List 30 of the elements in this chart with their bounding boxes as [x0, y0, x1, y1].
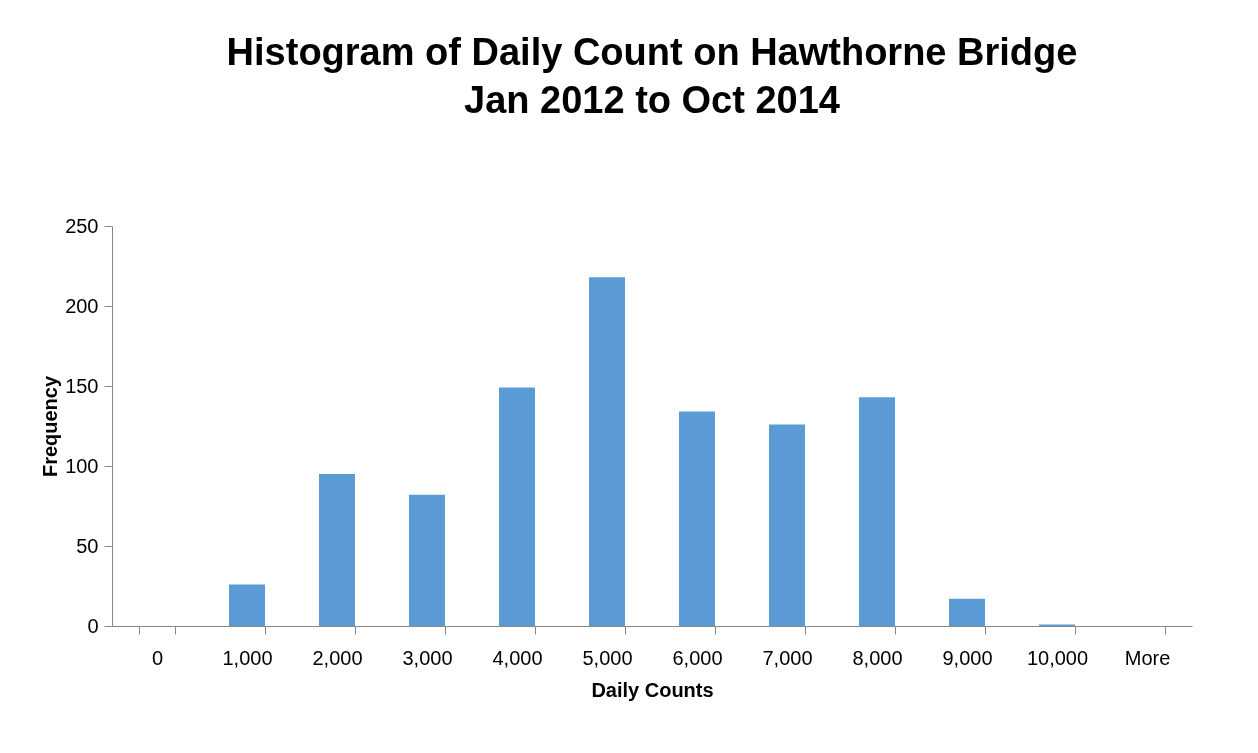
bar: [949, 598, 985, 626]
x-tick-label: 3,000: [402, 646, 453, 669]
x-tick-label: 6,000: [672, 646, 723, 669]
y-tick-label: 150: [65, 374, 99, 397]
bar: [589, 277, 625, 626]
x-tick-label: 8,000: [852, 646, 903, 669]
bar: [409, 494, 445, 626]
bar: [679, 411, 715, 626]
chart-title: Histogram of Daily Count on Hawthorne Bridge Jan 2012 to Oct 2014: [226, 31, 1078, 121]
x-tick-label: 9,000: [942, 646, 993, 669]
y-tick-label: 50: [76, 534, 99, 557]
x-tick-label: 1,000: [222, 646, 273, 669]
bar: [499, 387, 535, 626]
x-tick-label: 10,000: [1026, 646, 1089, 669]
bar: [229, 584, 265, 626]
bar: [319, 474, 355, 626]
bar: [769, 424, 805, 626]
y-tick-label: 200: [65, 294, 99, 317]
y-tick-label: 250: [65, 214, 99, 237]
x-tick-label: 4,000: [492, 646, 543, 669]
x-tick-label: More: [1124, 646, 1171, 669]
x-tick-label: 7,000: [762, 646, 813, 669]
x-tick-label: 0: [151, 646, 164, 669]
x-tick-label: 2,000: [312, 646, 363, 669]
y-tick-label: 0: [87, 614, 99, 637]
x-axis-title: Daily Counts: [591, 678, 714, 701]
bar: [859, 397, 895, 626]
y-tick-label: 100: [65, 454, 99, 477]
x-tick-label: 5,000: [582, 646, 633, 669]
y-axis-title: Frequency: [39, 375, 62, 478]
